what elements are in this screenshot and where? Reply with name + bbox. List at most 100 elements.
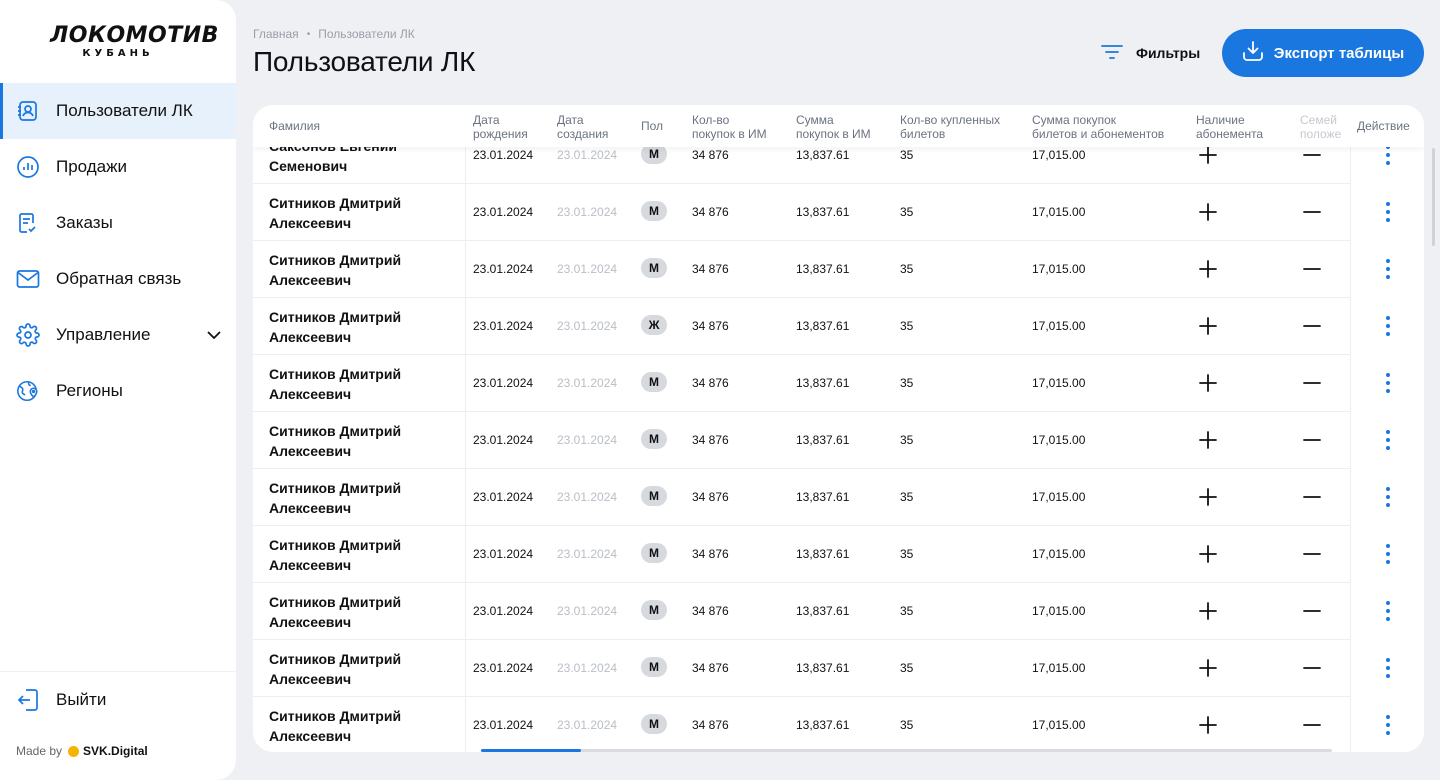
horizontal-scrollbar[interactable]	[481, 749, 1332, 752]
dob-cell: 23.01.2024	[473, 376, 534, 390]
shop-purchases-count-cell: 34 876	[692, 319, 729, 333]
action-cell	[1350, 526, 1424, 583]
user-full-name[interactable]: Ситников Дмитрий Алексеевич	[269, 592, 459, 632]
shop-purchases-count-cell: 34 876	[692, 718, 729, 732]
col-header-shop-purchases-count[interactable]: Кол-во покупок в ИМ	[692, 113, 767, 141]
more-actions-icon[interactable]	[1383, 201, 1393, 223]
col-header-created[interactable]: Дата создания	[557, 113, 608, 141]
gender-badge: М	[641, 144, 667, 164]
more-actions-icon[interactable]	[1383, 714, 1393, 736]
logout-icon	[16, 688, 40, 712]
user-name-line: Ситников Дмитрий	[269, 309, 402, 325]
breadcrumb-current: Пользователи ЛК	[318, 27, 415, 41]
created-cell: 23.01.2024	[557, 376, 618, 390]
col-header-line: Наличие	[1196, 113, 1245, 127]
col-header-tickets-sum[interactable]: Сумма покупок билетов и абонементов	[1032, 113, 1164, 141]
tickets-sum-cell: 17,015.00	[1032, 148, 1086, 162]
logout-button[interactable]: Выйти	[0, 671, 236, 727]
more-actions-icon[interactable]	[1383, 600, 1393, 622]
col-header-shop-purchases-sum[interactable]: Сумма покупок в ИМ	[796, 113, 871, 141]
user-full-name[interactable]: Ситников Дмитрий Алексеевич	[269, 421, 459, 461]
minus-icon	[1302, 487, 1322, 507]
tickets-sum-cell: 17,015.00	[1032, 433, 1086, 447]
more-actions-icon[interactable]	[1383, 486, 1393, 508]
col-header-tickets-count[interactable]: Кол-во купленных билетов	[900, 113, 1000, 141]
table-row[interactable]: Ситников Дмитрий Алексеевич 23.01.2024 23.0…	[253, 526, 1424, 583]
brand-logo[interactable]: ЛОКОМОТИВ КУБАНЬ	[50, 24, 218, 60]
col-header-subscription[interactable]: Наличие абонемента	[1196, 113, 1263, 141]
shop-purchases-count-cell: 34 876	[692, 148, 729, 162]
col-header-gender[interactable]: Пол	[641, 119, 664, 133]
more-actions-icon[interactable]	[1383, 657, 1393, 679]
tickets-count-cell: 35	[900, 205, 914, 219]
vertical-scrollbar[interactable]	[1432, 148, 1435, 246]
more-actions-icon[interactable]	[1383, 372, 1393, 394]
more-actions-icon[interactable]	[1383, 543, 1393, 565]
gender-badge: М	[641, 429, 667, 449]
sidebar-item-sales[interactable]: Продажи	[0, 139, 236, 195]
svk-logo-icon	[68, 745, 80, 757]
tickets-count-cell: 35	[900, 319, 914, 333]
user-full-name[interactable]: Ситников Дмитрий Алексеевич	[269, 649, 459, 689]
user-full-name[interactable]: Ситников Дмитрий Алексеевич	[269, 250, 459, 290]
export-table-button[interactable]: Экспорт таблицы	[1222, 29, 1424, 77]
table-row[interactable]: Ситников Дмитрий Алексеевич 23.01.2024 23.0…	[253, 355, 1424, 412]
user-full-name[interactable]: Ситников Дмитрий Алексеевич	[269, 706, 459, 746]
more-actions-icon[interactable]	[1383, 315, 1393, 337]
col-header-line: рождения	[473, 127, 528, 141]
chevron-down-icon[interactable]	[204, 325, 224, 345]
user-full-name[interactable]: Ситников Дмитрий Алексеевич	[269, 307, 459, 347]
col-header-family-status[interactable]: Семей положе	[1300, 113, 1342, 141]
action-cell	[1350, 241, 1424, 298]
table-row[interactable]: Ситников Дмитрий Алексеевич 23.01.2024 23.0…	[253, 412, 1424, 469]
shop-purchases-count-cell: 34 876	[692, 205, 729, 219]
plus-icon	[1198, 430, 1218, 450]
table-row[interactable]: Ситников Дмитрий Алексеевич 23.01.2024 23.0…	[253, 241, 1424, 298]
tickets-count-cell: 35	[900, 547, 914, 561]
made-by-credit[interactable]: Made by SVK.Digital	[16, 744, 148, 758]
table-row[interactable]: Ситников Дмитрий Алексеевич 23.01.2024 23.0…	[253, 298, 1424, 355]
tickets-sum-cell: 17,015.00	[1032, 604, 1086, 618]
filters-button[interactable]: Фильтры	[1100, 41, 1200, 65]
filters-label: Фильтры	[1136, 45, 1201, 61]
user-full-name[interactable]: Ситников Дмитрий Алексеевич	[269, 535, 459, 575]
download-icon	[1242, 40, 1264, 66]
col-header-line: Сумма покупок	[1032, 113, 1117, 127]
gender-badge: М	[641, 258, 667, 278]
table-row[interactable]: Ситников Дмитрий Алексеевич 23.01.2024 23.0…	[253, 469, 1424, 526]
user-full-name[interactable]: Ситников Дмитрий Алексеевич	[269, 364, 459, 404]
user-name-line: Алексеевич	[269, 728, 352, 744]
user-name-line: Алексеевич	[269, 557, 352, 573]
table-row[interactable]: Ситников Дмитрий Алексеевич 23.01.2024 23.0…	[253, 640, 1424, 697]
more-actions-icon[interactable]	[1383, 258, 1393, 280]
gender-badge: М	[641, 372, 667, 392]
more-actions-icon[interactable]	[1383, 429, 1393, 451]
sidebar-item-feedback[interactable]: Обратная связь	[0, 251, 236, 307]
sidebar-item-regions[interactable]: Регионы	[0, 363, 236, 419]
user-full-name[interactable]: Ситников Дмитрий Алексеевич	[269, 478, 459, 518]
sidebar-item-users[interactable]: Пользователи ЛК	[0, 83, 236, 139]
name-cell: Ситников Дмитрий Алексеевич	[253, 184, 466, 241]
sidebar-item-orders[interactable]: Заказы	[0, 195, 236, 251]
action-cell	[1350, 298, 1424, 355]
user-name-line: Ситников Дмитрий	[269, 480, 402, 496]
table-row[interactable]: Ситников Дмитрий Алексеевич 23.01.2024 23.0…	[253, 583, 1424, 640]
user-full-name[interactable]: Ситников Дмитрий Алексеевич	[269, 193, 459, 233]
shop-purchases-count-cell: 34 876	[692, 604, 729, 618]
shop-purchases-sum-cell: 13,837.61	[796, 490, 850, 504]
breadcrumb-home[interactable]: Главная	[253, 27, 299, 41]
table-row[interactable]: Ситников Дмитрий Алексеевич 23.01.2024 23.0…	[253, 697, 1424, 752]
col-header-surname[interactable]: Фамилия	[269, 119, 320, 133]
col-header-dob[interactable]: Дата рождения	[473, 113, 528, 141]
more-actions-icon[interactable]	[1383, 144, 1393, 166]
table-row[interactable]: Ситников Дмитрий Алексеевич 23.01.2024 23.0…	[253, 184, 1424, 241]
dob-cell: 23.01.2024	[473, 547, 534, 561]
shop-purchases-sum-cell: 13,837.61	[796, 718, 850, 732]
dob-cell: 23.01.2024	[473, 490, 534, 504]
user-name-line: Алексеевич	[269, 443, 352, 459]
plus-icon	[1198, 487, 1218, 507]
shop-purchases-count-cell: 34 876	[692, 547, 729, 561]
plus-icon	[1198, 601, 1218, 621]
sidebar-item-management[interactable]: Управление	[0, 307, 236, 363]
horizontal-scrollbar-thumb[interactable]	[481, 749, 581, 752]
